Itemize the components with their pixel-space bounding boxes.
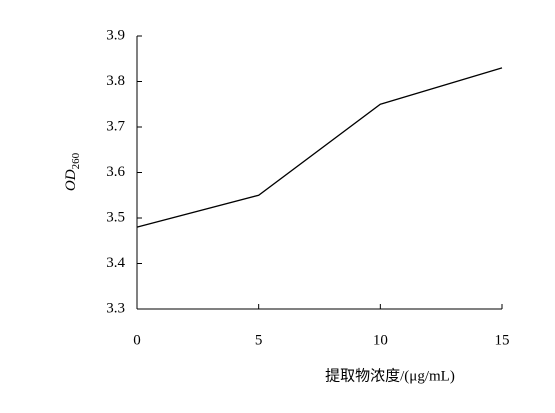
x-axis-label: 提取物浓度/(μg/mL) <box>325 367 455 384</box>
y-axis-label-main: OD <box>63 169 79 191</box>
y-tick-label: 3.8 <box>106 73 125 89</box>
x-tick-label: 5 <box>255 332 263 348</box>
x-tick-label: 15 <box>495 332 510 348</box>
data-line <box>136 67 503 228</box>
y-tick-label: 3.5 <box>106 209 125 225</box>
y-tick-label: 3.6 <box>106 164 125 180</box>
y-tick-label: 3.4 <box>106 255 125 271</box>
x-tick-label: 0 <box>133 332 141 348</box>
y-tick-label: 3.7 <box>106 118 125 134</box>
x-tick-label: 10 <box>373 332 388 348</box>
y-tick-label: 3.3 <box>106 300 125 316</box>
y-axis-label-subscript: 260 <box>70 152 82 169</box>
y-tick-label: 3.9 <box>106 27 125 43</box>
y-axis-label: OD260 <box>63 152 81 191</box>
